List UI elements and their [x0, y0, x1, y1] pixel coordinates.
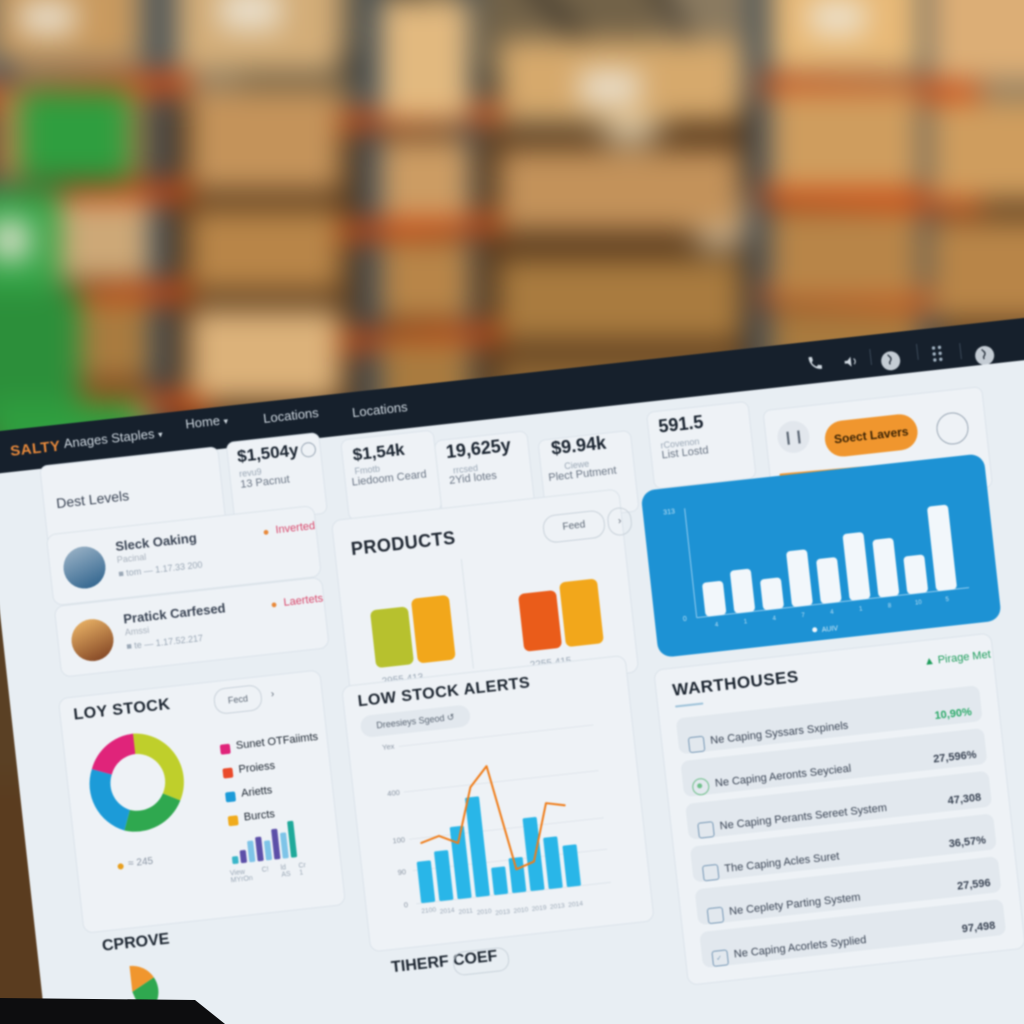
svg-text:2013: 2013: [495, 909, 511, 918]
svg-text:1: 1: [744, 619, 749, 625]
svg-text:8: 8: [888, 603, 893, 609]
svg-text:90: 90: [397, 867, 406, 877]
svg-text:10: 10: [915, 600, 923, 607]
svg-text:100: 100: [392, 835, 405, 845]
svg-text:2013: 2013: [550, 903, 566, 912]
svg-text:AUIV: AUIV: [821, 625, 838, 634]
svg-text:7: 7: [801, 613, 806, 619]
svg-text:2014: 2014: [568, 901, 584, 910]
svg-text:4: 4: [772, 616, 777, 622]
svg-text:2011: 2011: [458, 908, 473, 917]
svg-text:2100: 2100: [421, 907, 437, 916]
svg-text:2019: 2019: [531, 905, 547, 914]
svg-text:1: 1: [859, 606, 864, 612]
svg-text:5: 5: [945, 597, 950, 603]
svg-text:4: 4: [715, 622, 720, 628]
svg-text:313: 313: [663, 508, 675, 516]
svg-text:400: 400: [387, 788, 400, 798]
svg-text:2010: 2010: [513, 907, 529, 916]
svg-text:2010: 2010: [477, 908, 493, 917]
svg-text:2014: 2014: [440, 907, 456, 916]
svg-text:Yex: Yex: [382, 742, 395, 752]
svg-text:0: 0: [403, 900, 408, 909]
svg-text:0: 0: [683, 616, 688, 623]
svg-text:4: 4: [830, 610, 835, 616]
